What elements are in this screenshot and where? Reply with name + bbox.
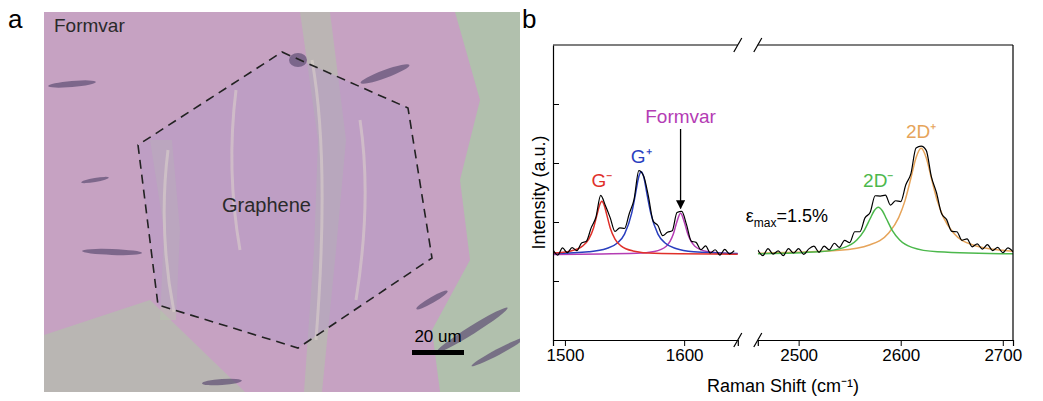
micrograph-background bbox=[44, 12, 520, 392]
debris-streak bbox=[82, 248, 142, 256]
plot-area bbox=[553, 171, 738, 255]
graphene-flake bbox=[138, 52, 432, 348]
axis-break bbox=[754, 38, 762, 52]
debris-streak bbox=[359, 61, 411, 86]
x-tick-label: 1600 bbox=[666, 346, 704, 365]
debris-streak bbox=[415, 288, 449, 311]
y-axis-title: Intensity (a.u.) bbox=[529, 135, 549, 249]
spectrum-line bbox=[553, 171, 734, 255]
wrinkle bbox=[232, 90, 240, 250]
strain-annotation: εmax=1.5% bbox=[746, 206, 828, 230]
axis-break bbox=[754, 333, 762, 347]
fit-curve bbox=[553, 201, 738, 254]
peak-label: G⁺ bbox=[631, 146, 652, 167]
spectrum-line bbox=[758, 146, 1013, 255]
micrograph bbox=[44, 12, 520, 392]
x-tick-label: 2500 bbox=[780, 346, 818, 365]
scale-bar-label: 20 um bbox=[414, 327, 461, 346]
debris-streak bbox=[202, 378, 242, 387]
frame-top bbox=[553, 44, 738, 45]
y-axis bbox=[553, 46, 559, 341]
axis-break bbox=[734, 38, 742, 52]
fit-curve bbox=[758, 148, 1013, 253]
peak-label: G⁻ bbox=[591, 170, 612, 191]
debris-streak bbox=[470, 335, 520, 368]
fit-curve bbox=[553, 213, 738, 254]
y-tick-mark bbox=[553, 281, 559, 282]
x-tick-label: 2600 bbox=[882, 346, 920, 365]
wrinkle bbox=[164, 150, 174, 312]
debris-streak bbox=[48, 79, 96, 89]
panel-a: Formvar Graphene 20 um bbox=[44, 12, 526, 392]
flake-outline bbox=[138, 52, 432, 348]
annotation-text: =1.5% bbox=[777, 206, 829, 226]
panel-letter: a bbox=[8, 4, 23, 34]
y-tick bbox=[553, 163, 559, 164]
y-tick bbox=[553, 104, 559, 105]
y-tick-mark bbox=[553, 222, 559, 223]
debris-streak bbox=[81, 176, 109, 185]
axis-break bbox=[734, 333, 742, 347]
y-axis-line bbox=[553, 46, 554, 341]
label-arrow bbox=[680, 129, 681, 208]
plot-area bbox=[758, 146, 1013, 255]
debris-streak bbox=[289, 53, 307, 67]
x-axis: 1500 1600 bbox=[547, 340, 739, 365]
x-axis-title: Raman Shift (cm⁻¹) bbox=[707, 376, 859, 396]
frame-top bbox=[758, 44, 1013, 45]
y-tick-mark bbox=[553, 104, 559, 105]
y-tick bbox=[553, 281, 559, 282]
wrinkle bbox=[312, 60, 322, 340]
x-axis: 2500 2600 2700 bbox=[758, 340, 1022, 365]
peak-label: 2D⁺ bbox=[906, 121, 936, 142]
frame-right bbox=[1012, 45, 1013, 340]
region-label: Graphene bbox=[222, 194, 311, 216]
x-tick: 2600 bbox=[882, 340, 920, 365]
x-tick-label: 2700 bbox=[984, 346, 1022, 365]
x-tick: 2700 bbox=[984, 340, 1022, 365]
wrinkle bbox=[356, 120, 365, 300]
peak-label: 2D⁻ bbox=[863, 170, 893, 191]
y-tick bbox=[553, 222, 559, 223]
annotation-symbol: ε bbox=[746, 206, 754, 226]
figure: Formvar Graphene 20 um a 1500 1600 2500 2600 270… bbox=[0, 0, 1043, 401]
region-label: Formvar bbox=[54, 15, 125, 36]
peak-label: Formvar bbox=[645, 106, 716, 127]
annotation-subscript: max bbox=[754, 216, 777, 230]
panel-b: 1500 1600 2500 2600 2700 Raman Shift (cm⁻¹) In… bbox=[529, 38, 1022, 396]
x-tick: 1600 bbox=[666, 340, 704, 365]
x-tick: 1500 bbox=[547, 340, 585, 365]
x-tick-label: 1500 bbox=[547, 346, 585, 365]
x-tick: 2500 bbox=[780, 340, 818, 365]
y-tick-mark bbox=[553, 163, 559, 164]
panel-letter: b bbox=[522, 4, 536, 34]
scale-bar bbox=[412, 350, 464, 355]
